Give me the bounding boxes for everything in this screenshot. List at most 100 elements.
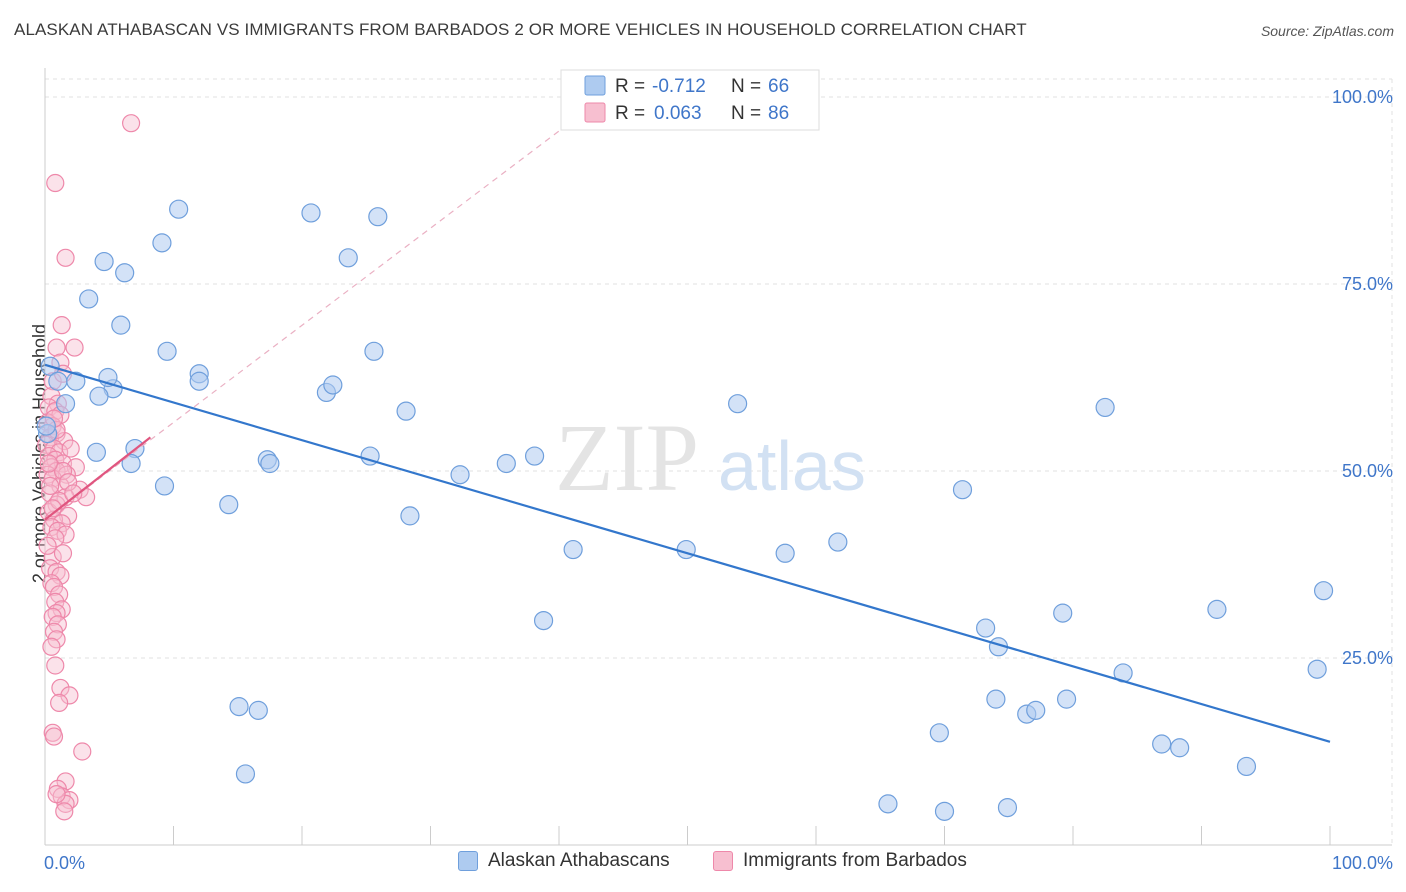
athabascan-point [1313,581,1334,601]
athabascan-point [1053,603,1073,623]
barbados-point [56,248,75,267]
barbados-point [46,173,65,193]
athabascan-point [1095,397,1115,418]
legend-r-value-2: 0.063 [654,103,702,124]
series-barbados-points [37,114,141,821]
athabascan-point [94,251,114,272]
athabascan-point [189,371,209,391]
athabascan-point [169,199,189,219]
athabascan-point [934,801,955,821]
barbados-point [59,473,78,492]
athabascan-point [55,394,76,414]
trend-lines [44,96,1331,743]
athabascan-point [48,371,68,391]
athabascan-point [563,539,583,560]
athabascan-point [79,289,99,309]
barbados-point [55,802,74,821]
athabascan-point [121,453,141,474]
source-attribution: Source: ZipAtlas.com [1260,23,1394,39]
bottom-legend-label-barbados: Immigrants from Barbados [743,850,967,871]
athabascan-point [450,465,470,485]
stats-legend: R = -0.712 N = 66 R = 0.063 N = 86 [560,69,820,131]
barbados-point [47,785,66,804]
barbados-point [39,454,58,473]
x-tick-label-max: 100.0% [1332,853,1393,873]
athabascan-point [1207,599,1227,619]
athabascan-point [1236,756,1257,777]
barbados-point [56,772,75,791]
barbados-point [43,499,62,518]
athabascan-point [338,248,358,268]
athabascan-point [952,480,973,500]
barbados-point [44,727,64,746]
legend-n-value-2: 86 [768,103,789,124]
legend-swatch-blue [584,75,606,96]
barbados-point [73,742,92,761]
legend-r-label-2: R = [615,103,645,124]
legend-n-label-1: N = [731,76,761,97]
athabascan-point [828,532,848,552]
barbados-point [44,622,64,641]
chart-title: ALASKAN ATHABASCAN VS IMMIGRANTS FROM BA… [14,20,1027,39]
barbados-point [41,476,60,496]
athabascan-point [154,476,175,496]
barbados-point [50,693,69,712]
x-tick-label-min: 0.0% [44,853,85,873]
barbados-point [56,525,75,544]
bottom-legend-item-athabascan: Alaskan Athabascans [458,850,670,872]
athabascan-point [986,689,1006,709]
athabascan-point [396,401,416,421]
y-tick-label: 50.0% [1342,461,1393,481]
legend-n-value-1: 66 [768,76,789,97]
legend-swatch-pink [584,102,606,123]
barbados-point [38,536,57,555]
athabascan-point [260,453,280,474]
athabascan-point [1056,689,1077,709]
athabascan-point [775,543,795,563]
bottom-legend: Alaskan Athabascans Immigrants from Barb… [0,850,1406,880]
y-tick-label: 75.0% [1342,274,1393,294]
bottom-legend-item-barbados: Immigrants from Barbados [713,850,967,872]
athabascan-point [86,442,107,462]
watermark-atlas: atlas [718,427,866,505]
athabascan-trend-line [44,363,1331,743]
y-tick-label: 25.0% [1342,648,1393,668]
barbados-point [53,544,73,563]
athabascan-point [1026,700,1046,720]
athabascan-point [997,797,1018,818]
athabascan-point [728,394,748,414]
barbados-point [61,439,80,458]
athabascan-point [323,375,343,395]
athabascan-point [235,764,256,784]
barbados-point [47,338,66,357]
athabascan-point [400,506,420,526]
barbados-point [59,506,78,525]
bottom-legend-label-athabascan: Alaskan Athabascans [488,850,670,871]
athabascan-point [1307,659,1327,679]
athabascan-point [301,203,321,223]
athabascan-point [496,453,516,474]
athabascan-point [66,371,86,391]
legend-r-value-1: -0.712 [652,76,706,97]
athabascan-point [248,700,268,720]
athabascan-point [364,341,384,361]
tick-labels: 100.0% 75.0% 50.0% 25.0% 0.0% 100.0% [44,87,1393,873]
athabascan-point [219,495,239,515]
legend-n-label-2: N = [731,103,761,124]
athabascan-point [878,794,898,814]
athabascan-point [157,341,177,361]
y-tick-label: 100.0% [1332,87,1393,107]
athabascan-point [1152,734,1172,754]
athabascan-point [36,416,56,436]
barbados-trend-extension [44,96,605,521]
barbados-point [52,316,71,335]
barbados-point [121,114,141,133]
athabascan-point [533,610,554,631]
athabascan-point [929,723,949,743]
barbados-point [46,656,65,675]
legend-r-label-1: R = [615,76,645,97]
bottom-legend-swatch-blue [458,851,478,871]
athabascan-point [1170,738,1190,758]
athabascan-point [524,446,545,466]
barbados-point [46,529,65,548]
